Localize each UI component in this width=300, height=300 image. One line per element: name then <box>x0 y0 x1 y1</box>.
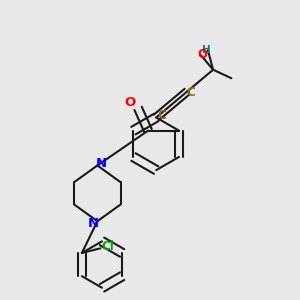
Text: C: C <box>186 86 195 99</box>
Text: N: N <box>88 217 99 230</box>
Text: O: O <box>125 96 136 109</box>
Text: N: N <box>95 157 106 169</box>
Text: Cl: Cl <box>101 240 114 253</box>
Text: O: O <box>198 48 208 61</box>
Text: H: H <box>202 45 211 55</box>
Text: C: C <box>158 109 166 122</box>
